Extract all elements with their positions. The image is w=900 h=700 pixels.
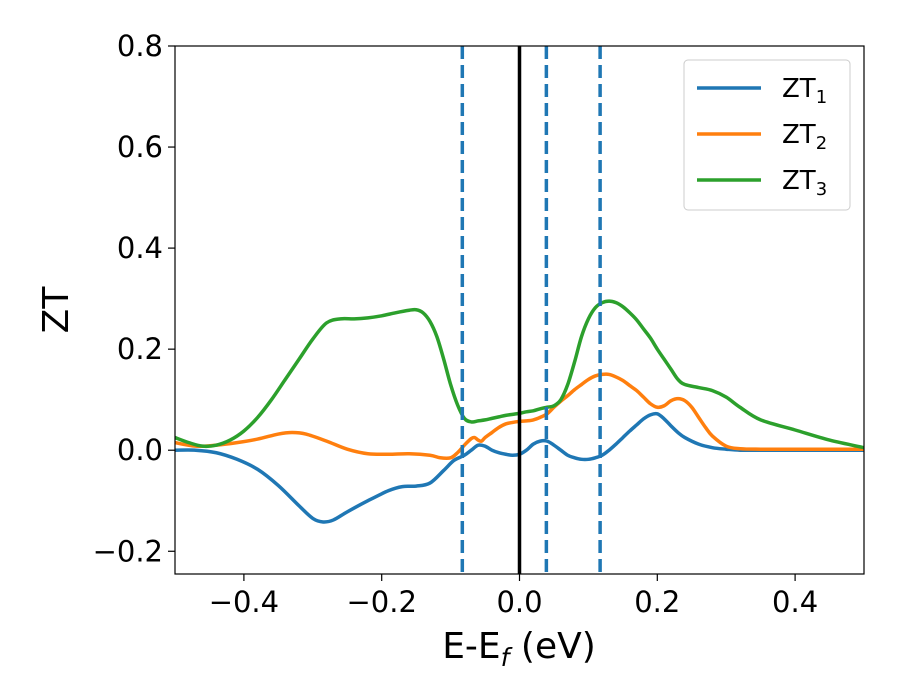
series-line-2 — [175, 372, 864, 461]
x-tick-label: 0.0 — [496, 585, 542, 619]
y-tick-label: 0.4 — [117, 231, 163, 265]
y-tick-label: −0.2 — [93, 534, 163, 568]
legend-label-1: ZT1 — [782, 74, 827, 108]
y-tick-label: 0.6 — [117, 130, 163, 164]
series-line-1 — [175, 411, 864, 524]
x-axis-title: E-Ef (eV) — [442, 626, 596, 672]
x-tick-label: 0.2 — [634, 585, 680, 619]
x-tick-label: −0.4 — [209, 585, 279, 619]
y-tick-label: 0.2 — [117, 332, 163, 366]
legend: ZT1 ZT2 ZT3 — [683, 59, 851, 211]
legend-items: ZT1 ZT2 ZT3 — [697, 74, 827, 200]
reference-lines — [460, 46, 602, 574]
series-line-3 — [175, 299, 864, 450]
x-tick-label: −0.2 — [346, 585, 416, 619]
x-tick-label: 0.4 — [772, 585, 818, 619]
x-axis-ticks: −0.4 −0.2 0.0 0.2 0.4 — [209, 574, 818, 619]
legend-label-3: ZT3 — [782, 166, 827, 200]
legend-label-2: ZT2 — [782, 120, 827, 154]
y-tick-label: 0.0 — [117, 433, 163, 467]
y-tick-label: 0.8 — [117, 29, 163, 63]
series-layer — [175, 299, 864, 524]
y-axis-title: ZT — [36, 286, 77, 334]
legend-box — [683, 59, 851, 211]
y-axis-ticks: −0.2 0.0 0.2 0.4 0.6 0.8 — [93, 29, 175, 568]
